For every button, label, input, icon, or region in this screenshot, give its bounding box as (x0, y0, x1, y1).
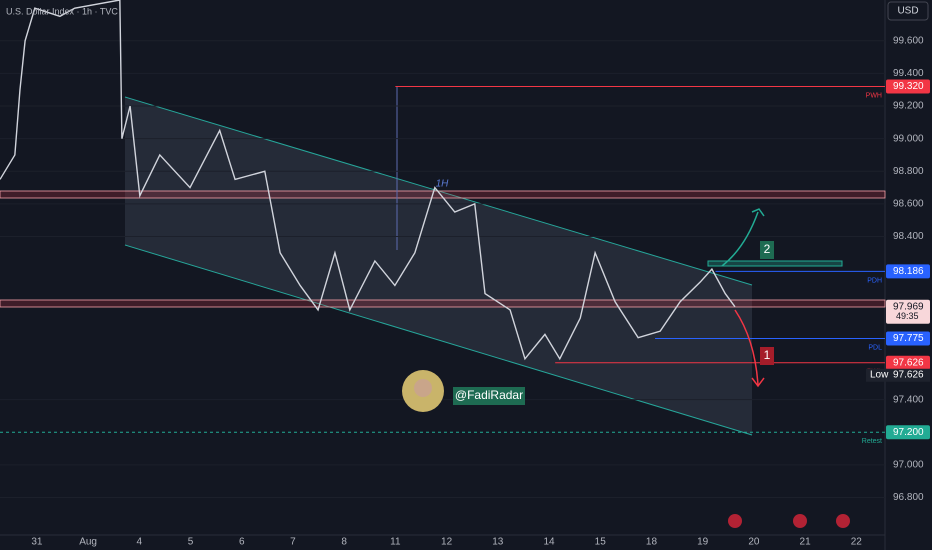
y-tick-label: 98.800 (893, 166, 924, 177)
x-tick-label: 21 (800, 537, 812, 548)
price-label: 97.200 (893, 427, 924, 438)
handle: @FadiRadar (455, 388, 523, 402)
y-tick-label: 99.000 (893, 133, 924, 144)
currency-box[interactable] (887, 1, 929, 21)
x-tick-label: 31 (31, 537, 43, 548)
price-label-box (886, 79, 930, 94)
x-tick-label: 19 (697, 537, 709, 548)
price-line (0, 0, 736, 361)
y-tick-label: 98.400 (893, 231, 924, 242)
event-flag[interactable] (728, 514, 742, 528)
price-label: 98.186 (893, 266, 924, 277)
y-tick-label: 98.600 (893, 199, 924, 210)
current-price-box (886, 299, 930, 324)
x-tick-label: 15 (595, 537, 607, 548)
y-tick-label: 97.400 (893, 394, 924, 405)
x-tick-label: 13 (492, 537, 504, 548)
x-tick-label: 20 (748, 537, 760, 548)
level-name: Retest (862, 438, 882, 445)
avatar-face (414, 379, 432, 397)
currency[interactable]: USD (897, 6, 918, 17)
x-tick-label: 14 (543, 537, 555, 548)
level-name: PWH (866, 92, 882, 99)
x-tick-label: 12 (441, 537, 453, 548)
y-tick-label: 97.000 (893, 460, 924, 471)
annotation: 1 (764, 348, 771, 362)
price-label: 99.320 (893, 81, 924, 92)
support-zone (0, 299, 886, 308)
low-value: 97.626 (893, 369, 924, 380)
level-name: PDL (868, 344, 882, 351)
arrow-up (721, 211, 759, 267)
annotation: 2 (764, 242, 771, 256)
x-tick-label: 5 (188, 537, 194, 548)
arrow-head (751, 208, 765, 217)
arrow-down (734, 309, 759, 386)
price-label: 97.626 (893, 357, 924, 368)
arrow-head (751, 377, 765, 388)
y-tick-label: 99.600 (893, 35, 924, 46)
label-box (760, 347, 774, 365)
channel-line (124, 244, 753, 436)
x-tick-label: Aug (79, 537, 97, 548)
y-tick-label: 96.800 (893, 492, 924, 503)
price-label: 97.775 (893, 333, 924, 344)
current-price: 97.969 (893, 301, 924, 312)
countdown: 49:35 (896, 311, 919, 321)
price-label-box (886, 355, 930, 370)
price-label-box (886, 264, 930, 279)
x-tick-label: 4 (137, 537, 143, 548)
x-tick-label: 22 (851, 537, 863, 548)
chart-title: U.S. Dollar Index · 1h · TVC (6, 6, 118, 16)
channel (125, 97, 752, 435)
event-flag[interactable] (836, 514, 850, 528)
x-tick-label: 11 (390, 537, 401, 548)
level-name: PDH (867, 277, 882, 284)
low-name: Low (870, 369, 889, 380)
annotation: 1H (436, 179, 450, 190)
price-label-box (886, 425, 930, 440)
x-tick-label: 6 (239, 537, 245, 548)
target-zone (707, 260, 843, 267)
low-box (866, 368, 930, 382)
x-tick-label: 18 (646, 537, 658, 548)
event-flag[interactable] (793, 514, 807, 528)
x-tick-label: 8 (341, 537, 347, 548)
y-tick-label: 99.200 (893, 101, 924, 112)
x-tick-label: 7 (290, 537, 296, 548)
price-label-box (886, 331, 930, 346)
label-box (760, 241, 774, 259)
handle-box (453, 387, 525, 405)
y-tick-label: 99.400 (893, 68, 924, 79)
